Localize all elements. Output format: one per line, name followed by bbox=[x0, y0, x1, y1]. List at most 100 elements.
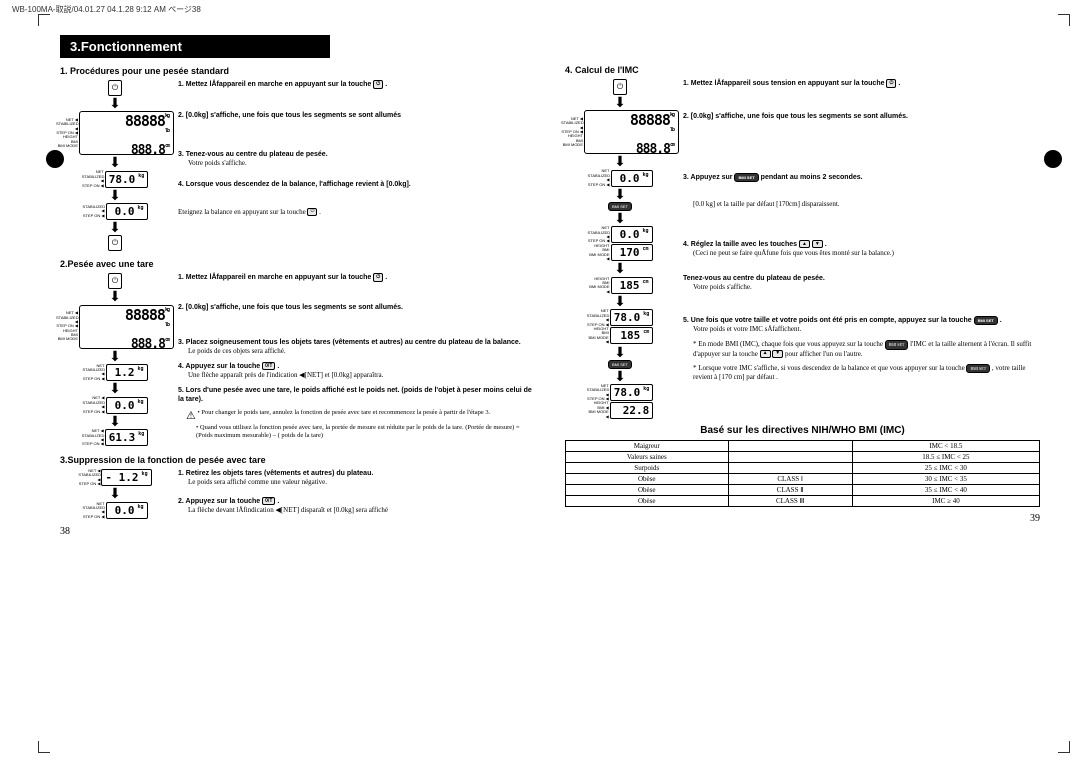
lcd-display: 22.8 bbox=[610, 402, 654, 419]
step-text: 4. Lorsque vous descendez de la balance,… bbox=[178, 181, 411, 188]
lcd-display: 0.0 kg bbox=[611, 170, 653, 187]
arrow-down-icon: ⬇ bbox=[109, 222, 121, 233]
table-cell: Obèse bbox=[566, 474, 729, 485]
lcd-display: 185 cm bbox=[610, 327, 654, 344]
lcd-display: 1.2 kg bbox=[106, 364, 148, 381]
lcd-display: 0.0 kg bbox=[106, 502, 148, 519]
step-note: Une flèche apparaît près de l'indication… bbox=[188, 371, 383, 379]
step-text: 2. [0.0kg] s'affiche, une fois que tous … bbox=[178, 112, 401, 119]
step-text: 2. [0.0kg] s'affiche, une fois que tous … bbox=[683, 113, 908, 120]
table-cell bbox=[728, 452, 852, 463]
arrow-down-icon: ⬇ bbox=[614, 371, 626, 382]
step-text: 3. Tenez-vous au centre du plateau de pe… bbox=[178, 151, 328, 158]
step-text: 5. Lors d'une pesée avec une tare, le po… bbox=[178, 387, 532, 403]
table-cell: 35 ≤ IMC < 40 bbox=[852, 485, 1039, 496]
step-note: Votre poids et votre IMC sÅfaffichent. bbox=[693, 325, 801, 333]
lcd-labels: NET ◀STABILIZED ◀STEP ON ◀HEIGHTBMIBMI M… bbox=[56, 118, 78, 149]
footnote: * En mode BMI (IMC), chaque fois que vou… bbox=[693, 340, 1040, 358]
step-text: 1. Mettez lÅfappareil en marche en appuy… bbox=[178, 81, 387, 88]
arrow-down-icon: ⬇ bbox=[614, 97, 626, 108]
bmi-table: Maigreur IMC < 18.5 Valeurs saines 18.5 ≤ I… bbox=[565, 440, 1040, 507]
arrow-down-icon: ⬇ bbox=[614, 347, 626, 358]
arrow-down-icon: ⬇ bbox=[614, 156, 626, 167]
step-note: Le poids de ces objets sera affiché. bbox=[188, 347, 286, 355]
arrow-down-icon: ⬇ bbox=[109, 291, 121, 302]
lcd-display: 185 cm bbox=[611, 277, 653, 294]
step-text: 3. Appuyez sur BMI SET pendant au moins … bbox=[683, 174, 863, 181]
step-note: (Ceci ne peut se faire quÅfune fois que … bbox=[693, 249, 894, 257]
step-note: Le poids sera affiché comme une valeur n… bbox=[188, 478, 327, 486]
table-cell: Valeurs saines bbox=[566, 452, 729, 463]
section-title: 4. Calcul de l'IMC bbox=[565, 65, 1040, 75]
step-text: 1. Retirez les objets tares (vêtements e… bbox=[178, 470, 373, 477]
step-text: 1. Mettez lÅfappareil sous tension en ap… bbox=[683, 80, 900, 87]
side-marker bbox=[46, 150, 64, 168]
step-note: La flèche devant lÅfindication ◀[NET] di… bbox=[188, 506, 388, 514]
lcd-display: 88888kglb 888.8cm bbox=[584, 110, 679, 154]
table-cell: IMC ≥ 40 bbox=[852, 496, 1039, 507]
step-text: 5. Une fois que votre taille et votre po… bbox=[683, 317, 1002, 324]
footnote: * Lorsque votre IMC s'affiche, si vous d… bbox=[693, 364, 1040, 382]
power-icon: ⏻ bbox=[108, 273, 122, 289]
arrow-down-icon: ⬇ bbox=[109, 416, 121, 427]
table-cell: Surpoids bbox=[566, 463, 729, 474]
lcd-labels: NET ◀STABILIZED ◀STEP ON ◀HEIGHTBMIBMI M… bbox=[56, 311, 78, 342]
arrow-down-icon: ⬇ bbox=[109, 383, 121, 394]
lcd-display: 78.0 kg bbox=[610, 384, 654, 401]
side-marker bbox=[1044, 150, 1062, 168]
file-header: WB-100MA-取説/04.01.27 04.1.28 9:12 AM ページ… bbox=[0, 0, 1080, 15]
arrow-down-icon: ⬇ bbox=[109, 98, 121, 109]
page-number: 39 bbox=[565, 513, 1040, 524]
lcd-labels: STABILIZED ◀STEP ON ◀ bbox=[83, 205, 105, 218]
arrow-down-icon: ⬇ bbox=[109, 157, 121, 168]
bullet-note: Quand vous utilisez la fonction pesée av… bbox=[196, 424, 520, 439]
page-right: 4. Calcul de l'IMC ⏻ ⬇ NET ◀STABILIZED ◀… bbox=[565, 35, 1040, 537]
arrow-down-icon: ⬇ bbox=[109, 190, 121, 201]
table-cell: Obèse bbox=[566, 496, 729, 507]
power-icon: ⏻ bbox=[108, 235, 122, 251]
power-icon: ⏻ bbox=[108, 80, 122, 96]
lcd-display: 0.0 kg bbox=[106, 203, 148, 220]
step-text: 2. [0.0kg] s'affiche, une fois que tous … bbox=[178, 304, 403, 311]
bullet-note: Pour changer le poids tare, annulez la f… bbox=[201, 409, 490, 416]
lcd-display: 61.3 kg bbox=[105, 429, 149, 446]
step-text: Tenez-vous au centre du plateau de pesée… bbox=[683, 275, 825, 282]
crop-mark bbox=[38, 741, 50, 753]
table-cell: CLASS Ⅰ bbox=[728, 474, 852, 485]
table-cell: 18.5 ≤ IMC < 25 bbox=[852, 452, 1039, 463]
step-note: [0.0 kg] et la taille par défaut [170cm]… bbox=[693, 200, 1040, 209]
crop-mark bbox=[1058, 741, 1070, 753]
arrow-down-icon: ⬇ bbox=[614, 263, 626, 274]
step-note: Eteignez la balance en appuyant sur la t… bbox=[178, 208, 535, 217]
table-cell: 25 ≤ IMC < 30 bbox=[852, 463, 1039, 474]
step-text: 3. Placez soigneusement tous les objets … bbox=[178, 339, 521, 346]
arrow-down-icon: ⬇ bbox=[109, 351, 121, 362]
table-cell: IMC < 18.5 bbox=[852, 441, 1039, 452]
page-left: 3.Fonctionnement 1. Procédures pour une … bbox=[60, 35, 535, 537]
arrow-down-icon: ⬇ bbox=[109, 488, 121, 499]
section-title: 3.Suppression de la fonction de pesée av… bbox=[60, 455, 535, 465]
lcd-labels: NETSTABILIZED ◀STEP ON ◀ bbox=[82, 170, 104, 188]
lcd-display: 170 cm bbox=[611, 244, 653, 261]
lcd-display: 0.0 kg bbox=[106, 397, 148, 414]
warning-icon: ⚠ bbox=[186, 409, 196, 423]
arrow-down-icon: ⬇ bbox=[614, 296, 626, 307]
step-note: Votre poids s'affiche. bbox=[188, 159, 247, 167]
lcd-value: 88888 bbox=[125, 112, 165, 130]
table-cell: Maigreur bbox=[566, 441, 729, 452]
lcd-display: 78.0 kg bbox=[105, 171, 149, 188]
step-text: 2. Appuyez sur la touche 0/T . bbox=[178, 498, 279, 505]
table-cell: CLASS Ⅲ bbox=[728, 496, 852, 507]
section-title: 2.Pesée avec une tare bbox=[60, 259, 535, 269]
lcd-display: - 1.2 kg bbox=[101, 469, 151, 486]
lcd-display: 0.0 kg bbox=[611, 226, 653, 243]
section-title: 1. Procédures pour une pesée standard bbox=[60, 66, 535, 76]
chapter-banner: 3.Fonctionnement bbox=[60, 35, 330, 58]
arrow-down-icon: ⬇ bbox=[614, 189, 626, 200]
bmi-table-title: Basé sur les directives NIH/WHO BMI (IMC… bbox=[565, 425, 1040, 436]
lcd-display: 88888kglb 888.8cm bbox=[79, 305, 174, 349]
table-cell bbox=[728, 463, 852, 474]
lcd-value: 888.8 bbox=[131, 143, 165, 158]
step-text: 1. Mettez lÅfappareil en marche en appuy… bbox=[178, 274, 387, 281]
table-cell: Obèse bbox=[566, 485, 729, 496]
